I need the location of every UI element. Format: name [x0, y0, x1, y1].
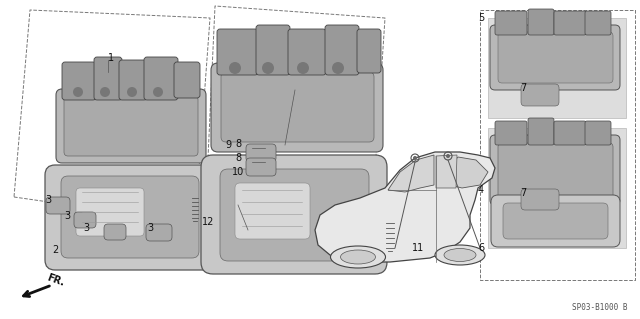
FancyBboxPatch shape — [174, 62, 200, 98]
Polygon shape — [388, 155, 434, 192]
FancyBboxPatch shape — [503, 203, 608, 239]
FancyBboxPatch shape — [144, 57, 178, 100]
Text: 8: 8 — [235, 139, 241, 149]
FancyBboxPatch shape — [528, 118, 554, 145]
Ellipse shape — [444, 249, 476, 262]
Text: 11: 11 — [412, 243, 424, 253]
Circle shape — [262, 62, 274, 74]
Text: 1: 1 — [108, 53, 114, 63]
Polygon shape — [436, 155, 457, 188]
FancyBboxPatch shape — [495, 11, 527, 35]
FancyBboxPatch shape — [221, 72, 374, 142]
Text: SP03-B1000 B: SP03-B1000 B — [573, 303, 628, 312]
Text: 7: 7 — [520, 83, 526, 93]
FancyBboxPatch shape — [76, 188, 144, 236]
Text: 7: 7 — [520, 188, 526, 198]
FancyBboxPatch shape — [45, 165, 215, 270]
FancyBboxPatch shape — [521, 84, 559, 106]
Text: 4: 4 — [478, 185, 484, 195]
Text: 3: 3 — [83, 223, 89, 233]
Circle shape — [153, 87, 163, 97]
FancyBboxPatch shape — [521, 189, 559, 210]
FancyBboxPatch shape — [554, 121, 586, 145]
FancyBboxPatch shape — [146, 224, 172, 241]
FancyBboxPatch shape — [201, 155, 387, 274]
FancyBboxPatch shape — [357, 29, 381, 73]
FancyBboxPatch shape — [491, 195, 620, 247]
Text: FR.: FR. — [45, 272, 65, 288]
Text: 10: 10 — [232, 167, 244, 177]
Text: 9: 9 — [225, 140, 231, 150]
FancyBboxPatch shape — [74, 212, 96, 228]
Text: 3: 3 — [45, 195, 51, 205]
Bar — [488, 18, 626, 118]
FancyBboxPatch shape — [246, 144, 276, 162]
FancyBboxPatch shape — [528, 9, 554, 35]
FancyBboxPatch shape — [246, 158, 276, 176]
FancyBboxPatch shape — [119, 60, 147, 100]
FancyBboxPatch shape — [104, 224, 126, 240]
Circle shape — [446, 154, 450, 158]
Circle shape — [100, 87, 110, 97]
Circle shape — [413, 156, 417, 160]
FancyBboxPatch shape — [62, 62, 96, 100]
FancyBboxPatch shape — [288, 29, 326, 75]
Ellipse shape — [340, 250, 376, 264]
FancyBboxPatch shape — [498, 143, 613, 199]
Text: 5: 5 — [478, 13, 484, 23]
FancyBboxPatch shape — [220, 169, 369, 261]
FancyBboxPatch shape — [256, 25, 290, 75]
Text: 2: 2 — [52, 245, 58, 255]
FancyBboxPatch shape — [56, 89, 206, 163]
Text: 3: 3 — [147, 223, 153, 233]
Bar — [488, 128, 626, 248]
FancyBboxPatch shape — [498, 32, 613, 83]
Ellipse shape — [435, 245, 485, 265]
Text: 8: 8 — [235, 153, 241, 163]
FancyBboxPatch shape — [94, 57, 122, 100]
FancyBboxPatch shape — [217, 29, 258, 75]
FancyBboxPatch shape — [46, 197, 70, 214]
Circle shape — [229, 62, 241, 74]
FancyBboxPatch shape — [211, 63, 383, 152]
Text: 6: 6 — [478, 243, 484, 253]
FancyBboxPatch shape — [490, 135, 620, 205]
Text: 12: 12 — [202, 217, 214, 227]
FancyBboxPatch shape — [554, 11, 586, 35]
Ellipse shape — [330, 246, 385, 268]
FancyBboxPatch shape — [61, 176, 199, 258]
Circle shape — [73, 87, 83, 97]
FancyBboxPatch shape — [64, 96, 198, 156]
FancyBboxPatch shape — [585, 121, 611, 145]
Circle shape — [332, 62, 344, 74]
Circle shape — [127, 87, 137, 97]
Polygon shape — [448, 157, 488, 188]
Polygon shape — [315, 152, 495, 262]
Circle shape — [297, 62, 309, 74]
FancyBboxPatch shape — [325, 25, 359, 75]
FancyBboxPatch shape — [490, 25, 620, 90]
FancyBboxPatch shape — [585, 11, 611, 35]
FancyBboxPatch shape — [235, 183, 310, 239]
Text: 3: 3 — [64, 211, 70, 221]
FancyBboxPatch shape — [495, 121, 527, 145]
